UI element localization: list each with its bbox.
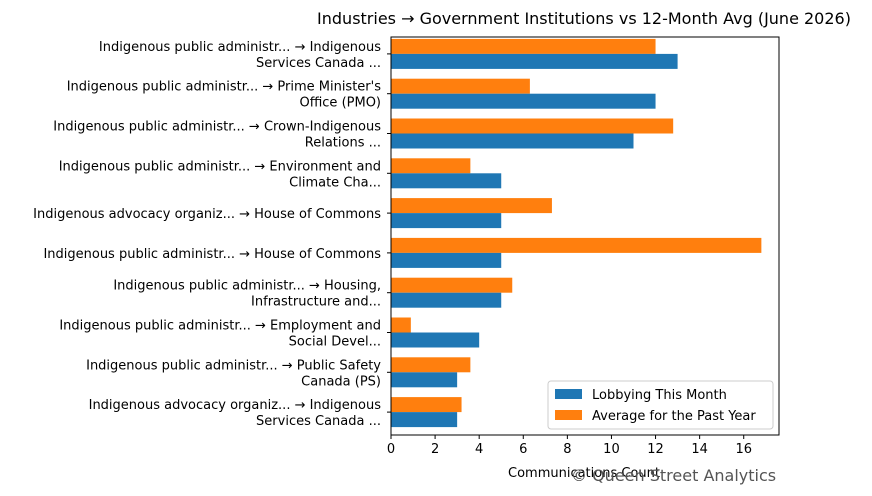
legend-swatch: [555, 389, 582, 399]
bar-average-past-year: [391, 38, 656, 54]
bar-average-past-year: [391, 397, 462, 413]
bar-lobbying-this-month: [391, 173, 502, 189]
x-tick-label: 8: [563, 442, 571, 457]
legend-box: [547, 380, 774, 430]
watermark-text: © Queen Street Analytics: [571, 466, 777, 485]
y-tick-label: Indigenous public administr... → Environ…: [59, 159, 381, 190]
x-tick-label: 14: [691, 442, 708, 457]
bar-average-past-year: [391, 317, 411, 333]
bar-lobbying-this-month: [391, 252, 502, 268]
legend: Lobbying This Month Average for the Past …: [547, 380, 774, 430]
y-tick-label: Indigenous public administr... → Crown-I…: [53, 120, 381, 151]
bar-average-past-year: [391, 277, 513, 293]
y-tick-labels: Indigenous public administr... → Indigen…: [33, 40, 391, 429]
legend-label: Average for the Past Year: [592, 409, 756, 424]
x-tick-label: 6: [519, 442, 527, 457]
bar-average-past-year: [391, 357, 471, 373]
x-tick-label: 16: [735, 442, 752, 457]
x-axis-label: Communications Count: [508, 466, 660, 481]
y-tick-label: Indigenous public administr... → Employm…: [59, 319, 381, 350]
bars-layer: [391, 38, 762, 428]
y-tick-label: Indigenous public administr... → House o…: [43, 247, 381, 262]
y-tick-label: Indigenous public administr... → Indigen…: [99, 40, 381, 71]
y-tick-label: Indigenous public administr... → Public …: [86, 358, 381, 389]
y-tick-label: Indigenous advocacy organiz... → House o…: [33, 207, 381, 222]
x-tick-label: 12: [647, 442, 664, 457]
bar-lobbying-this-month: [391, 332, 480, 348]
bar-lobbying-this-month: [391, 213, 502, 229]
chart-title: Industries → Government Institutions vs …: [317, 9, 851, 28]
y-tick-label: Indigenous public administr... → Prime M…: [67, 80, 382, 111]
bar-average-past-year: [391, 118, 674, 134]
x-tick-label: 10: [603, 442, 620, 457]
bar-lobbying-this-month: [391, 133, 634, 149]
x-tick-label: 2: [431, 442, 439, 457]
plot-frame: [390, 36, 780, 436]
legend-label: Lobbying This Month: [592, 388, 727, 403]
bar-lobbying-this-month: [391, 292, 502, 308]
bar-lobbying-this-month: [391, 53, 678, 69]
y-tick-label: Indigenous advocacy organiz... → Indigen…: [89, 398, 382, 429]
x-tick-labels: 0 2 4 6 8 10 12 14 16: [387, 435, 752, 457]
bar-lobbying-this-month: [391, 412, 458, 428]
y-tick-label: Indigenous public administr... → Housing…: [113, 279, 381, 310]
x-tick-label: 0: [387, 442, 395, 457]
legend-swatch: [555, 410, 582, 420]
bar-average-past-year: [391, 158, 471, 174]
bar-lobbying-this-month: [391, 93, 656, 109]
x-tick-label: 4: [475, 442, 483, 457]
bar-lobbying-this-month: [391, 372, 458, 388]
bar-average-past-year: [391, 78, 530, 94]
bar-average-past-year: [391, 237, 762, 253]
bar-average-past-year: [391, 198, 552, 214]
